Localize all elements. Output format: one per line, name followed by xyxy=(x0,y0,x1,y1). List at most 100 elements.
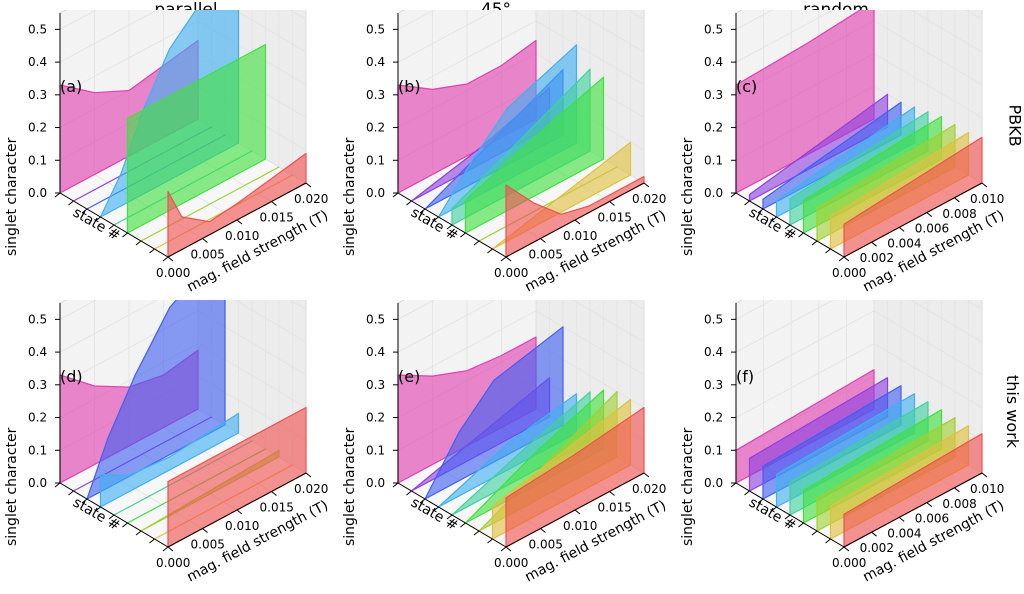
z-tick-label: 0.3 xyxy=(28,88,47,102)
series-ribbon-1 xyxy=(397,336,537,484)
x-tick-label: 0.000 xyxy=(494,556,528,570)
state-tick-mark xyxy=(433,216,439,222)
x-tick-label: 0.008 xyxy=(942,207,976,221)
x-tick-mark xyxy=(202,238,208,243)
series-ribbon-9 xyxy=(505,406,645,548)
state-tick-mark xyxy=(81,498,88,504)
state-tick-mark xyxy=(392,482,399,488)
x-tick-mark xyxy=(843,546,850,552)
state-tick-mark xyxy=(744,490,750,496)
grid-line xyxy=(397,10,435,30)
panel-label: (c) xyxy=(736,77,757,96)
z-tick-label: 0.3 xyxy=(366,88,385,102)
x-tick-mark xyxy=(202,528,208,533)
state-tick-mark xyxy=(122,232,128,238)
z-tick-label: 0.4 xyxy=(28,345,47,359)
state-tick-mark xyxy=(744,200,750,206)
grid-line xyxy=(397,300,496,353)
state-tick-mark xyxy=(500,256,507,262)
state-tick-mark xyxy=(108,224,115,230)
panel-label: (a) xyxy=(60,77,82,96)
grid-line xyxy=(59,10,158,63)
z-tick-label: 0.0 xyxy=(28,476,47,490)
state-tick-mark xyxy=(68,200,74,206)
grid-line xyxy=(735,310,875,386)
x-tick-label: 0.010 xyxy=(563,229,597,243)
x-tick-mark xyxy=(871,531,877,537)
grid-line xyxy=(59,20,199,96)
x-tick-mark xyxy=(609,491,615,496)
x-tick-label: 0.020 xyxy=(632,482,666,496)
state-tick-mark xyxy=(460,522,466,528)
x-tick-label: 0.010 xyxy=(563,519,597,533)
series-ribbon-6 xyxy=(126,43,267,234)
grid-line xyxy=(735,300,773,320)
z-tick-label: 0.5 xyxy=(366,22,385,36)
z-tick-label: 0.5 xyxy=(704,22,723,36)
x-tick-mark xyxy=(981,472,988,478)
state-tick-mark xyxy=(135,530,142,536)
grid-line xyxy=(735,300,834,353)
z-tick-label: 0.4 xyxy=(704,55,723,69)
series-group xyxy=(59,10,307,258)
x-tick-label: 0.005 xyxy=(529,538,563,552)
z-tick-label: 0.2 xyxy=(704,121,723,135)
x-tick-mark xyxy=(954,487,960,493)
series-group xyxy=(59,300,307,548)
x-tick-mark xyxy=(574,219,581,225)
x-tick-label: 0.015 xyxy=(260,211,294,225)
grid-line xyxy=(59,300,158,353)
series-ribbon-6 xyxy=(464,76,605,234)
z-tick-label: 0.1 xyxy=(704,153,723,167)
x-tick-label: 0.015 xyxy=(260,501,294,515)
state-tick-mark xyxy=(162,256,169,262)
state-tick-mark xyxy=(784,514,791,520)
state-tick-mark xyxy=(406,490,412,496)
z-axis-label: singlet character xyxy=(680,137,696,256)
state-tick-mark xyxy=(771,216,777,222)
x-tick-mark xyxy=(540,528,546,533)
x-tick-label: 0.010 xyxy=(225,519,259,533)
state-tick-mark xyxy=(730,192,737,198)
state-tick-mark xyxy=(500,546,507,552)
x-tick-label: 0.005 xyxy=(191,248,225,262)
state-tick-mark xyxy=(68,490,74,496)
x-tick-label: 0.005 xyxy=(529,248,563,262)
z-tick-label: 0.1 xyxy=(704,443,723,457)
z-tick-label: 0.2 xyxy=(366,121,385,135)
x-tick-mark xyxy=(871,241,877,247)
z-tick-label: 0.5 xyxy=(28,312,47,326)
x-tick-label: 0.005 xyxy=(191,538,225,552)
state-tick-mark xyxy=(811,530,818,536)
grid-line xyxy=(397,10,496,63)
z-axis-label: singlet character xyxy=(342,137,358,256)
x-tick-mark xyxy=(843,256,850,262)
x-tick-label: 0.010 xyxy=(225,229,259,243)
x-tick-label: 0.010 xyxy=(970,192,1004,206)
state-tick-mark xyxy=(757,498,764,504)
state-tick-mark xyxy=(838,546,845,552)
z-tick-label: 0.4 xyxy=(366,345,385,359)
grid-line xyxy=(397,300,435,320)
x-tick-mark xyxy=(981,182,988,188)
x-tick-label: 0.000 xyxy=(832,556,866,570)
state-tick-mark xyxy=(487,538,493,544)
state-tick-mark xyxy=(149,248,155,254)
x-tick-label: 0.000 xyxy=(494,266,528,280)
series-group xyxy=(735,369,983,548)
state-tick-mark xyxy=(473,240,480,246)
z-tick-label: 0.0 xyxy=(704,186,723,200)
z-tick-label: 0.0 xyxy=(28,186,47,200)
z-tick-label: 0.5 xyxy=(28,22,47,36)
state-tick-mark xyxy=(54,192,61,198)
x-tick-label: 0.020 xyxy=(294,482,328,496)
z-tick-label: 0.1 xyxy=(366,443,385,457)
state-tick-mark xyxy=(433,506,439,512)
x-tick-label: 0.006 xyxy=(915,222,949,236)
z-tick-label: 0.2 xyxy=(366,411,385,425)
x-tick-mark xyxy=(574,509,581,515)
state-tick-mark xyxy=(487,248,493,254)
state-tick-mark xyxy=(446,224,453,230)
x-tick-mark xyxy=(540,238,546,243)
